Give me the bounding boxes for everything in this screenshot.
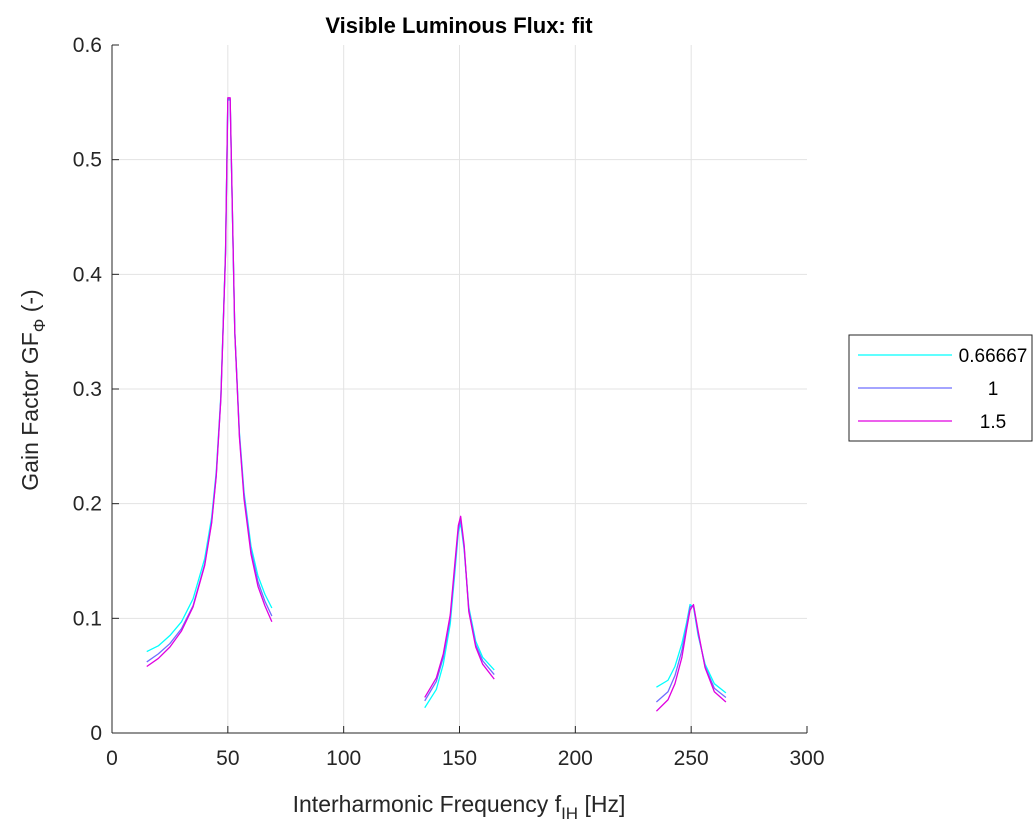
legend: 0.66667 1 1.5 xyxy=(848,334,1033,442)
x-tick-label: 200 xyxy=(558,747,593,770)
series-line-3-peak-2 xyxy=(424,515,495,698)
y-axis-label-main: Gain Factor GF xyxy=(17,332,43,490)
series-line-1-peak-3 xyxy=(656,603,727,694)
y-tick-label: 0.1 xyxy=(73,607,102,630)
y-tick-label: 0.6 xyxy=(73,34,102,57)
y-axis-label: Gain Factor GFΦ (-) xyxy=(17,289,49,490)
legend-label: 1 xyxy=(988,379,999,400)
series-line-2-peak-1 xyxy=(146,98,273,663)
y-axis-label-sub: Φ xyxy=(30,319,49,333)
y-tick-label: 0 xyxy=(90,722,102,745)
series-line-3-peak-1 xyxy=(146,97,273,668)
x-axis-label-main: Interharmonic Frequency f xyxy=(293,791,562,817)
x-axis-label-tail: [Hz] xyxy=(578,791,625,817)
y-tick-labels: 0 0.1 0.2 0.3 0.4 0.5 0.6 xyxy=(73,34,103,745)
x-axis-label: Interharmonic Frequency fIH [Hz] xyxy=(293,791,626,823)
legend-label: 0.66667 xyxy=(959,346,1028,367)
grid-lines xyxy=(112,45,807,733)
series-line-1-peak-1 xyxy=(146,99,273,653)
y-axis-label-tail: (-) xyxy=(17,289,43,318)
x-tick-label: 250 xyxy=(674,747,709,770)
y-tick-label: 0.4 xyxy=(73,263,103,286)
x-tick-labels: 0 50 100 150 200 250 300 xyxy=(106,747,824,770)
x-tick-label: 150 xyxy=(442,747,477,770)
series-line-2-peak-3 xyxy=(655,605,727,703)
series-line-1-peak-2 xyxy=(424,522,495,709)
x-tick-label: 300 xyxy=(789,747,824,770)
x-tick-label: 0 xyxy=(106,747,118,770)
x-axis-label-sub: IH xyxy=(561,804,578,823)
series-layer xyxy=(146,97,727,712)
legend-label: 1.5 xyxy=(980,412,1006,433)
series-line-3-peak-3 xyxy=(655,603,727,712)
chart-title: Visible Luminous Flux: fit xyxy=(325,13,593,38)
y-tick-label: 0.5 xyxy=(73,149,102,172)
series-line-2-peak-2 xyxy=(424,519,495,702)
y-tick-label: 0.3 xyxy=(73,378,102,401)
axes xyxy=(111,44,808,734)
y-tick-label: 0.2 xyxy=(73,493,102,516)
x-tick-label: 100 xyxy=(326,747,361,770)
x-tick-label: 50 xyxy=(216,747,239,770)
